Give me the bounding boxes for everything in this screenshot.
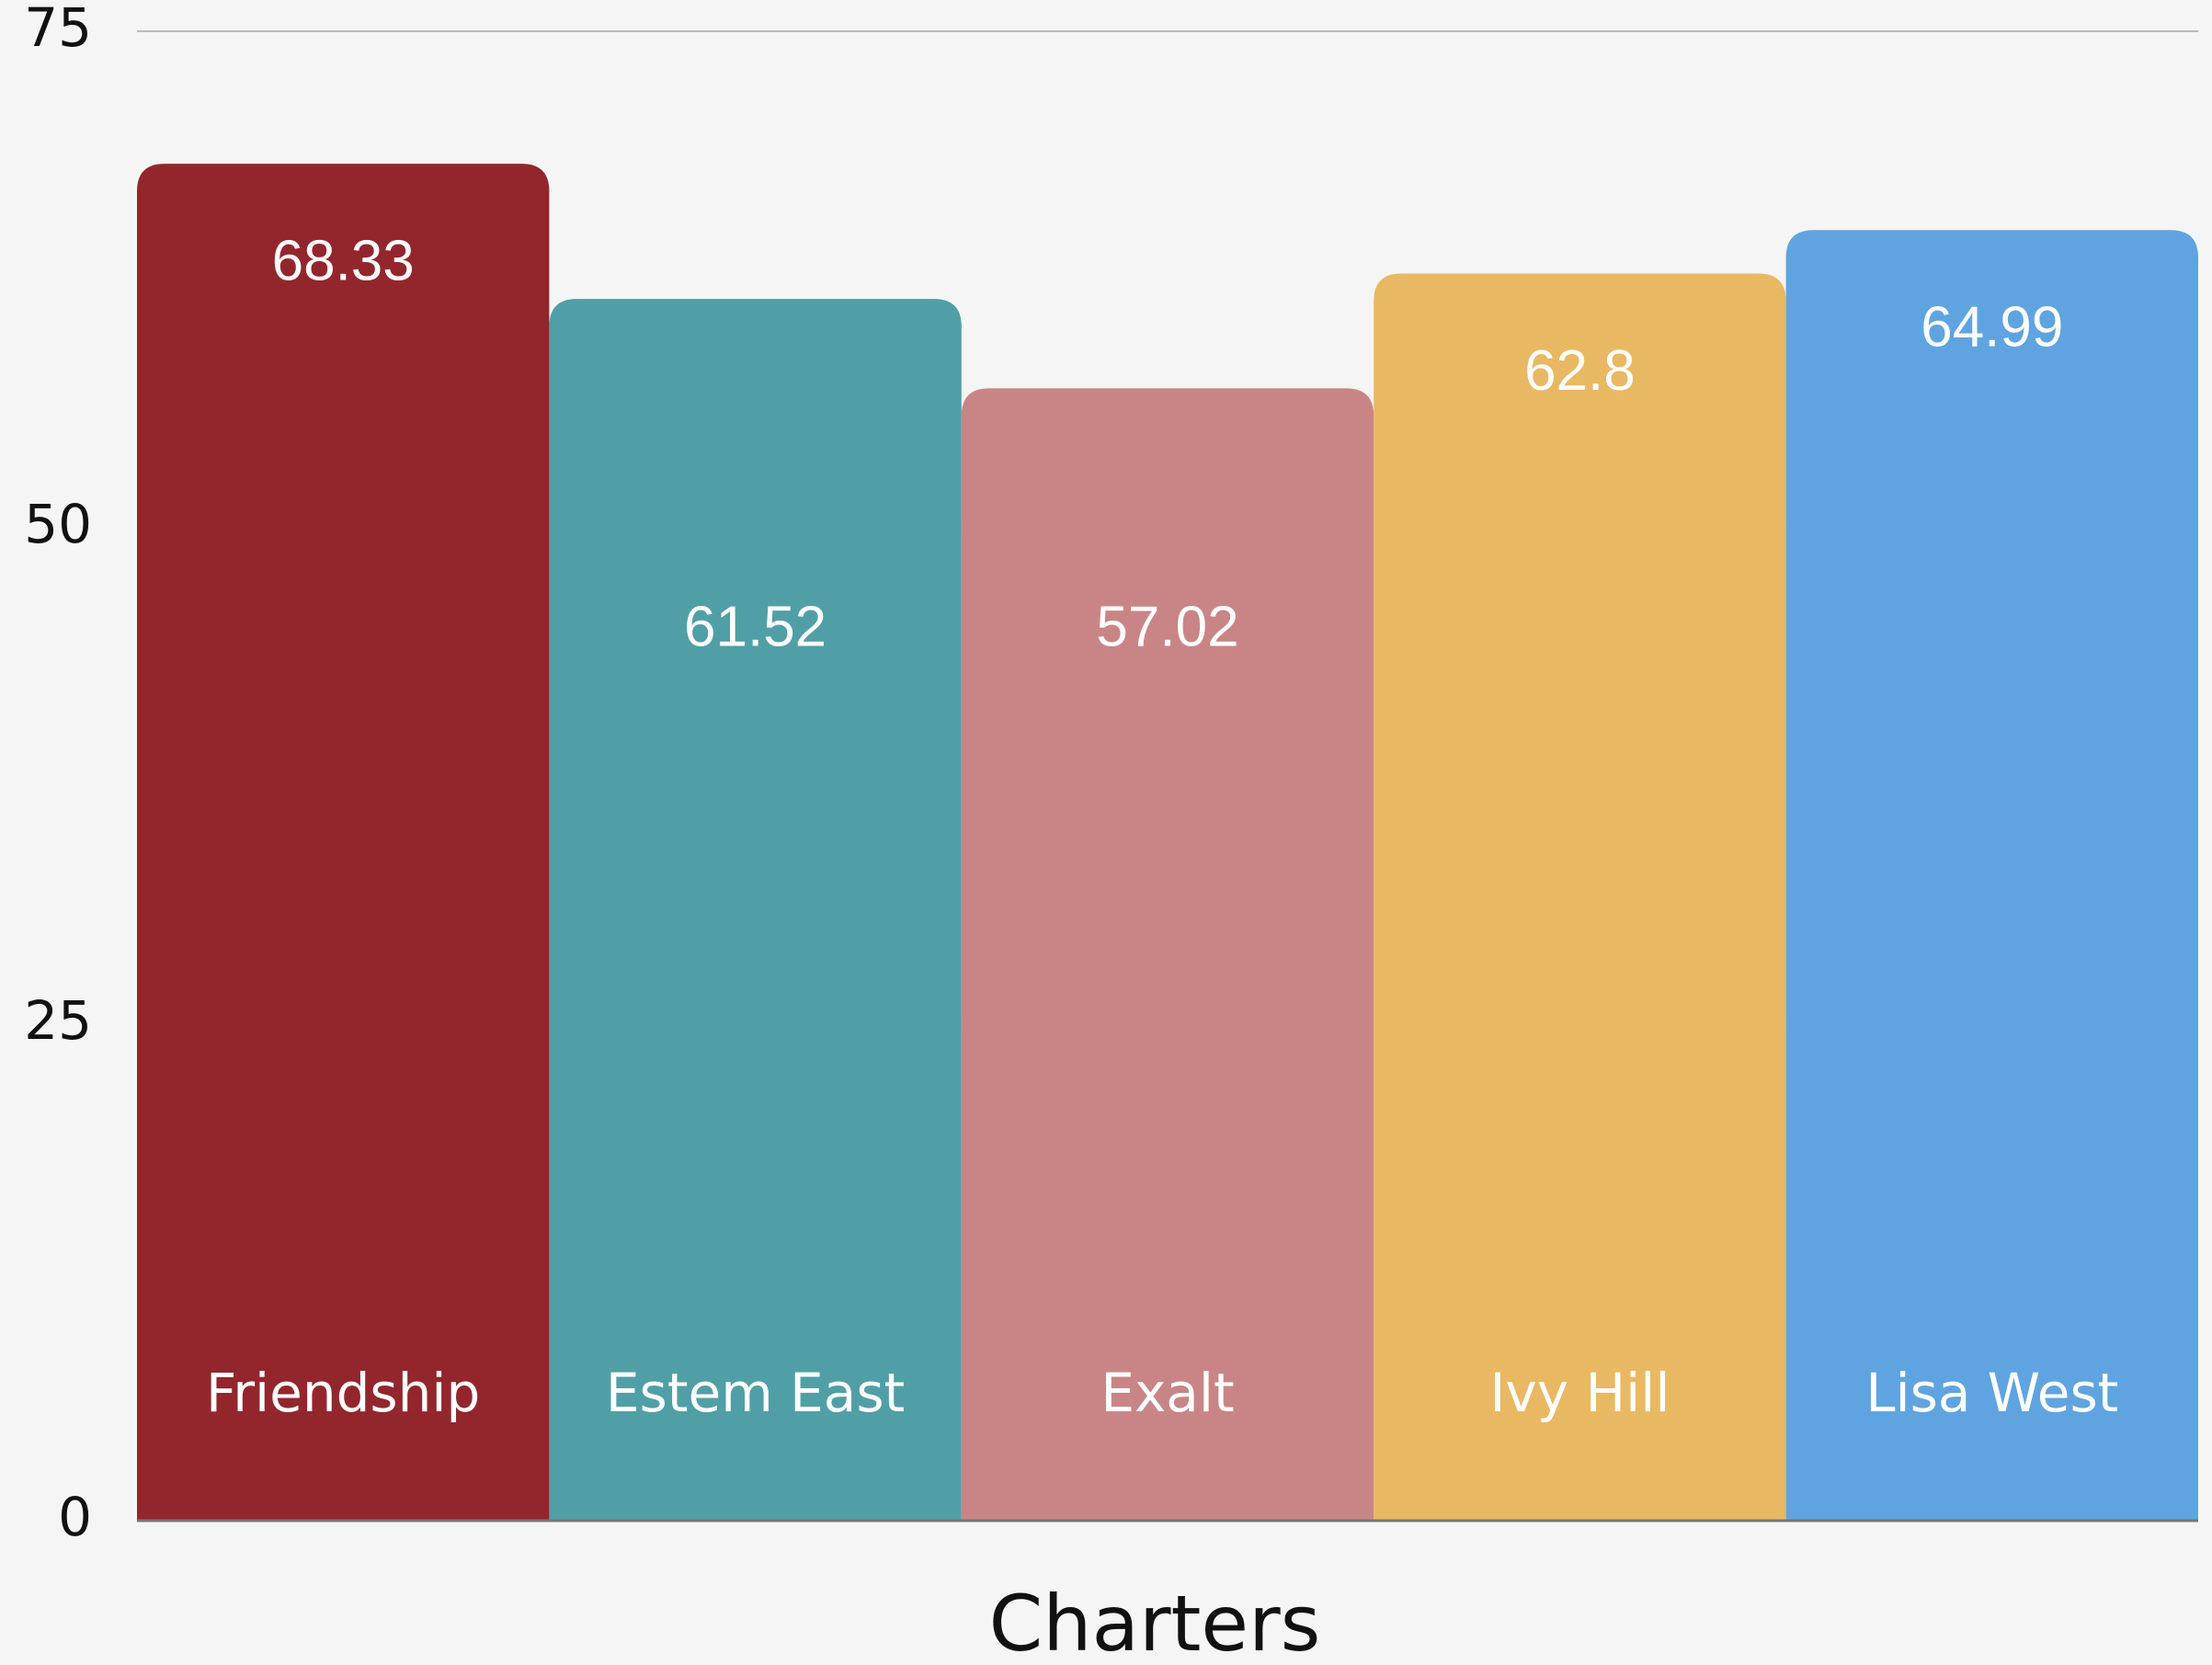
y-tick-label: 25 — [24, 989, 92, 1052]
category-label: Estem East — [606, 1362, 905, 1424]
value-label: 64.99 — [1921, 296, 2063, 359]
y-tick-label: 50 — [24, 493, 92, 555]
category-label: Lisa West — [1865, 1362, 2118, 1424]
value-label: 57.02 — [1096, 595, 1238, 658]
y-tick-label: 75 — [24, 0, 92, 59]
category-label: Exalt — [1100, 1362, 1234, 1424]
bar — [961, 388, 1374, 1521]
category-label: Friendship — [206, 1362, 480, 1424]
bar — [137, 164, 550, 1521]
value-label: 62.8 — [1524, 339, 1636, 403]
bar — [549, 299, 962, 1522]
value-label: 61.52 — [684, 595, 827, 658]
value-label: 68.33 — [272, 229, 415, 292]
y-tick-label: 0 — [58, 1486, 92, 1548]
bar — [1785, 230, 2198, 1521]
x-axis-title: Charters — [989, 1579, 1321, 1665]
bar — [1374, 273, 1786, 1521]
category-label: Ivy Hill — [1489, 1362, 1670, 1424]
